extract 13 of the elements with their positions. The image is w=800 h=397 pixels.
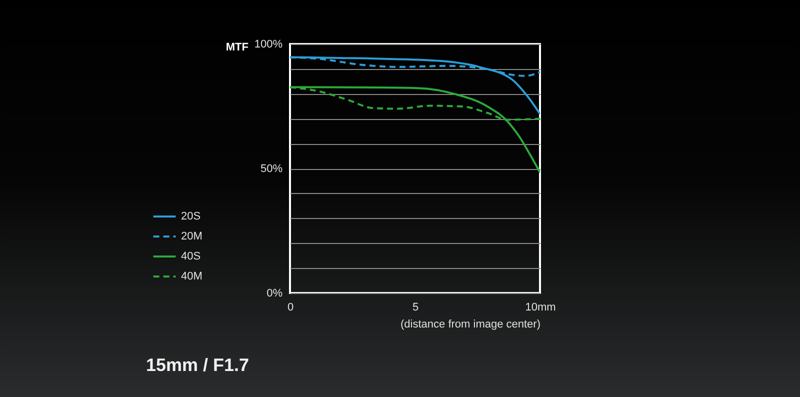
y-tick-label: 100%	[254, 38, 283, 50]
x-tick-label: 5	[412, 302, 419, 314]
y-tick-label: 50%	[260, 163, 283, 175]
y-tick-label: 0%	[266, 288, 283, 300]
legend-label: 40S	[181, 250, 201, 262]
x-tick-label: 10mm	[525, 302, 556, 314]
y-axis-title: MTF	[226, 42, 249, 54]
x-tick-label: 0	[287, 302, 294, 314]
legend-label: 40M	[181, 270, 202, 282]
text: 15mm / F1.7	[146, 355, 250, 375]
x-axis-title: (distance from image center)	[400, 318, 540, 330]
legend-label: 20S	[181, 210, 201, 222]
legend-label: 20M	[181, 230, 202, 242]
